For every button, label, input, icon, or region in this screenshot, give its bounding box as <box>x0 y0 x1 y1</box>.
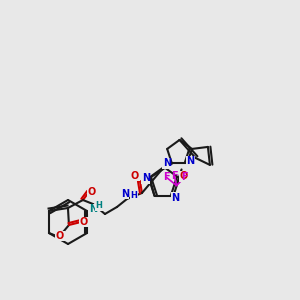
Text: N: N <box>142 173 150 183</box>
Text: O: O <box>56 231 64 241</box>
Text: O: O <box>179 171 187 181</box>
Text: N: N <box>121 189 129 199</box>
Text: O: O <box>88 187 96 197</box>
Text: F: F <box>163 172 170 182</box>
Text: O: O <box>80 217 88 227</box>
Text: N: N <box>186 157 194 166</box>
Text: H: H <box>95 202 102 211</box>
Text: N: N <box>163 158 171 169</box>
Text: N: N <box>171 193 179 203</box>
Text: O: O <box>131 171 139 181</box>
Text: F: F <box>181 172 188 182</box>
Text: F: F <box>171 172 178 182</box>
Text: H: H <box>130 191 137 200</box>
Text: N: N <box>89 204 97 214</box>
